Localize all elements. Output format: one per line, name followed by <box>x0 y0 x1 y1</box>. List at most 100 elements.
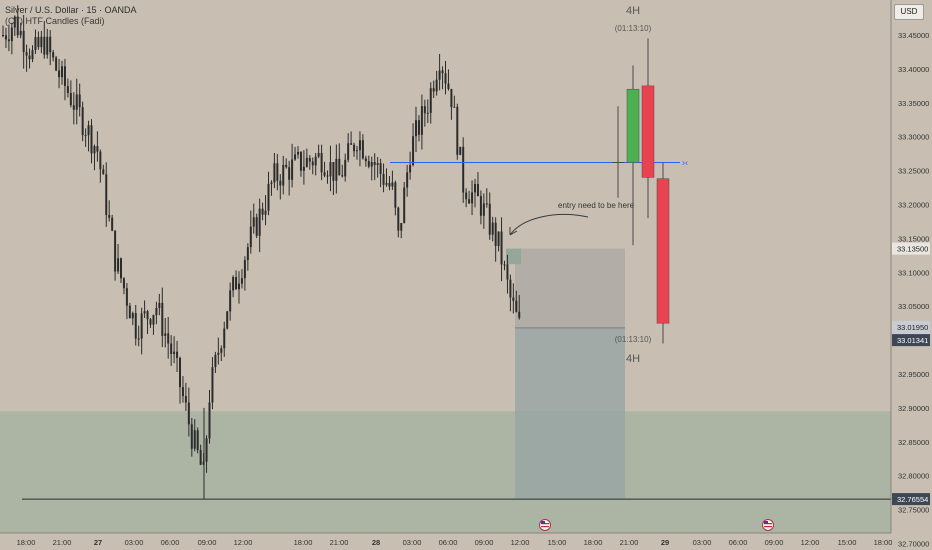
candle <box>288 160 291 196</box>
candle-body <box>176 351 179 358</box>
candle-body <box>131 313 134 319</box>
candle <box>453 95 456 108</box>
candle <box>46 28 49 59</box>
last-price-tag-text: 33.01950 <box>897 323 928 332</box>
candle <box>494 217 497 262</box>
candle-body <box>187 402 190 425</box>
candle-body <box>341 175 344 177</box>
candle-body <box>217 352 220 355</box>
candle <box>229 282 232 321</box>
htf-candle <box>626 65 640 246</box>
candle-body <box>184 396 187 403</box>
time-tick-label: 06:00 <box>439 538 458 547</box>
time-tick-label: 29 <box>661 538 669 547</box>
candle <box>167 317 170 359</box>
indicator-title[interactable]: (CT) HTF Candles (Fadi) <box>5 16 105 26</box>
candle-body <box>462 146 465 193</box>
candle <box>211 357 214 410</box>
candle <box>34 29 37 54</box>
candle-body <box>444 73 447 84</box>
candle-body <box>125 288 128 306</box>
candle <box>28 48 31 69</box>
candle <box>476 172 479 197</box>
candle <box>125 283 128 320</box>
candle-body <box>214 354 217 368</box>
candle-body <box>459 146 462 155</box>
candle <box>43 21 46 59</box>
candle <box>193 419 196 452</box>
candle-body <box>356 150 358 152</box>
candle-body <box>279 180 282 186</box>
candle-body <box>388 183 391 187</box>
candle-body <box>243 260 246 279</box>
candle-body <box>423 106 426 114</box>
currency-button[interactable]: USD <box>894 4 924 20</box>
candle-body <box>344 159 347 177</box>
candle <box>75 78 78 125</box>
candle <box>361 134 364 160</box>
candle <box>373 153 376 181</box>
candle-body <box>267 183 270 211</box>
candle-body <box>108 215 111 218</box>
candle-body <box>338 158 341 176</box>
candle <box>105 162 108 227</box>
line-handle-icon[interactable]: ›‹ <box>682 158 688 168</box>
candle <box>90 119 93 164</box>
candle <box>270 180 273 196</box>
price-axis[interactable] <box>891 0 932 550</box>
time-tick-label: 15:00 <box>838 538 857 547</box>
candle-body <box>500 231 503 265</box>
candle-body <box>270 182 273 184</box>
candle <box>291 143 294 188</box>
candle <box>305 148 308 168</box>
candle-body <box>93 146 96 154</box>
candle <box>58 58 61 89</box>
time-tick-label: 12:00 <box>801 538 820 547</box>
time-axis[interactable] <box>0 533 891 550</box>
candle <box>146 309 149 335</box>
candle <box>232 275 235 298</box>
candle-body <box>323 172 326 176</box>
candle <box>93 144 96 171</box>
us-flag-icon[interactable] <box>539 519 551 531</box>
time-tick-label: 27 <box>94 538 102 547</box>
candle <box>25 44 28 72</box>
candle-body <box>335 158 338 181</box>
us-flag-icon[interactable] <box>762 519 774 531</box>
candle <box>509 274 512 312</box>
candle <box>314 153 317 176</box>
candle-body <box>167 333 170 344</box>
candle-body <box>66 86 69 93</box>
low-price-tag-text: 32.76554 <box>897 495 928 504</box>
candle-body <box>190 424 193 449</box>
candle <box>332 162 335 195</box>
candle <box>485 188 488 208</box>
time-tick-label: 03:00 <box>125 538 144 547</box>
annotation-text: entry need to be here <box>558 201 635 210</box>
candle <box>406 164 409 197</box>
candle <box>385 168 388 187</box>
candle <box>353 142 356 157</box>
htf-candle <box>656 162 670 344</box>
candle <box>84 128 87 147</box>
candle <box>329 145 332 192</box>
entry-price-tag-text: 33.13500 <box>897 245 928 254</box>
candle <box>456 103 459 160</box>
candle-body <box>326 175 329 177</box>
candle-body <box>249 226 252 248</box>
candle <box>37 31 40 50</box>
candle <box>409 151 412 180</box>
candle <box>10 22 13 55</box>
candle-body <box>465 192 468 200</box>
candle-body <box>494 222 497 246</box>
candle-body <box>420 106 423 135</box>
candle-body <box>476 184 479 197</box>
candle-body <box>361 140 364 159</box>
candle-body <box>468 199 471 204</box>
symbol-title[interactable]: Silver / U.S. Dollar · 15 · OANDA <box>5 5 137 15</box>
candle <box>81 101 84 142</box>
candle-body <box>117 258 120 272</box>
candle-body <box>240 278 243 284</box>
htf-candle-body <box>656 178 670 324</box>
